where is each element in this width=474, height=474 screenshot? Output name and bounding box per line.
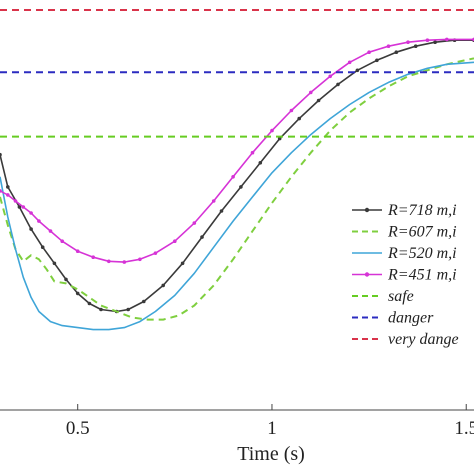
- data-point: [122, 260, 127, 264]
- legend-label: R=451 m,i: [387, 267, 457, 284]
- data-point: [347, 60, 352, 65]
- data-point: [433, 40, 437, 44]
- data-point: [277, 136, 282, 141]
- data-point: [250, 150, 255, 155]
- data-point: [309, 90, 313, 95]
- data-point: [29, 227, 33, 231]
- data-point: [406, 40, 410, 44]
- legend-item: danger: [352, 310, 434, 327]
- data-point: [386, 44, 391, 48]
- data-point: [355, 68, 360, 73]
- data-point: [258, 161, 263, 165]
- legend-label: safe: [388, 288, 414, 305]
- legend-label: very dange: [388, 331, 459, 348]
- legend-item: R=451 m,i: [352, 267, 457, 284]
- series-r-520-m-i: [0, 61, 474, 331]
- data-point: [37, 219, 41, 223]
- x-tick-label: 1.5: [454, 418, 474, 439]
- data-point: [0, 189, 2, 193]
- legend-item: R=718 m,i: [352, 202, 457, 219]
- data-point: [60, 239, 64, 243]
- data-point: [75, 249, 80, 253]
- legend-label: R=520 m,i: [387, 245, 457, 262]
- data-point: [231, 175, 235, 179]
- data-point: [40, 245, 45, 249]
- data-point: [200, 235, 204, 239]
- data-point: [219, 209, 224, 213]
- x-axis-title: Time (s): [237, 443, 305, 465]
- data-point: [29, 211, 33, 215]
- legend-item: safe: [352, 288, 414, 305]
- data-point: [425, 38, 430, 42]
- data-point: [52, 261, 57, 266]
- series-line-r-520-m-i: [0, 61, 474, 331]
- data-point: [289, 108, 294, 113]
- data-point: [107, 259, 111, 264]
- data-point: [336, 82, 340, 87]
- data-point: [173, 239, 177, 243]
- data-point: [87, 301, 92, 306]
- data-point: [375, 58, 379, 63]
- data-point: [161, 283, 165, 288]
- series-r-451-m-i: [0, 37, 474, 264]
- series-line-r-607-m-i: [0, 57, 474, 321]
- data-point: [6, 193, 10, 197]
- data-point: [13, 199, 18, 203]
- data-point: [270, 128, 274, 133]
- data-point: [192, 221, 197, 225]
- data-point: [75, 291, 80, 296]
- data-point: [99, 307, 103, 312]
- data-point: [445, 37, 449, 42]
- data-point: [153, 251, 158, 255]
- data-point: [413, 44, 418, 48]
- series-layer: [0, 9, 474, 331]
- data-point: [48, 229, 53, 233]
- legend-item: R=607 m,i: [352, 224, 457, 241]
- data-point: [297, 116, 302, 121]
- legend-item: very dange: [352, 331, 459, 348]
- data-point: [91, 255, 95, 259]
- data-point: [394, 50, 399, 54]
- legend-label: R=718 m,i: [387, 202, 457, 219]
- series-r-718-m-i: [0, 38, 474, 314]
- x-tick-label: 1: [267, 418, 277, 439]
- data-point: [6, 185, 10, 189]
- data-point: [239, 185, 243, 189]
- data-point: [367, 50, 371, 54]
- series-line-r-718-m-i: [0, 39, 474, 313]
- x-tick-label: 0.5: [66, 418, 90, 439]
- series-line-r-451-m-i: [0, 38, 474, 263]
- legend: R=718 m,i R=607 m,i R=520 m,i R=451 m,i safe…: [348, 196, 474, 355]
- legend-label: R=607 m,i: [387, 224, 457, 241]
- data-point: [180, 261, 185, 266]
- data-point: [64, 277, 68, 282]
- data-point: [21, 205, 26, 209]
- x-axis: 0.5 1 1.5: [0, 404, 474, 439]
- data-point: [328, 74, 333, 79]
- legend-item: R=520 m,i: [352, 245, 457, 262]
- data-point: [316, 98, 321, 103]
- data-point: [138, 257, 142, 262]
- data-point: [126, 307, 130, 312]
- data-point: [0, 152, 2, 157]
- series-r-607-m-i: [0, 57, 474, 321]
- legend-label: danger: [388, 310, 434, 327]
- legend-marker: [364, 207, 370, 213]
- data-point: [17, 205, 22, 209]
- legend-marker: [364, 272, 370, 277]
- data-point: [142, 299, 146, 304]
- data-point: [211, 199, 216, 203]
